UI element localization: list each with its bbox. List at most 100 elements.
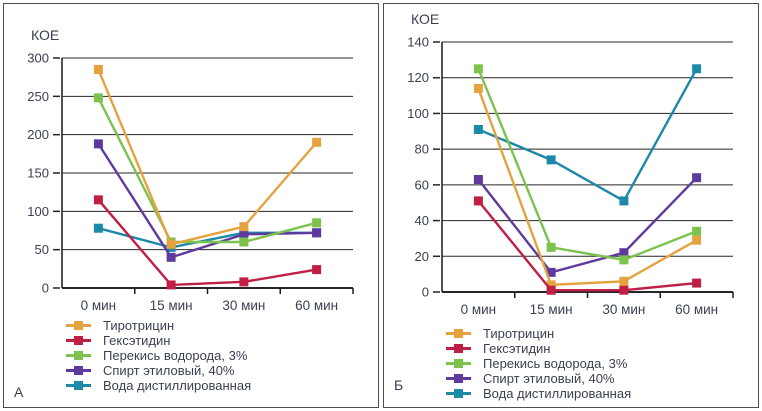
x-category-label: 0 мин (461, 302, 497, 317)
legend-line-marker-icon (446, 344, 471, 353)
data-point-marker (93, 65, 103, 74)
data-point-marker (473, 64, 483, 74)
data-point-marker (692, 173, 702, 183)
y-tick-label: 0 (42, 281, 49, 296)
legend-square-icon (454, 374, 463, 383)
data-point-marker (473, 175, 483, 184)
legend-item-ethanol: Спирт этиловый, 40% (66, 363, 378, 378)
legend-label: Перекись водорода, 3% (483, 356, 628, 371)
data-point-marker (239, 277, 249, 287)
y-tick-label: 150 (27, 166, 49, 181)
y-tick-label: 300 (27, 51, 49, 66)
legend-square-icon (74, 366, 83, 375)
y-tick-label: 0 (422, 285, 429, 300)
legend-line-marker-icon (446, 374, 471, 383)
line-chart-b: 0 20 40 60 80 100 120 140 0 мин 15 мин 30 мин 60 ми… (407, 35, 734, 317)
panel-letter-a: А (14, 384, 24, 400)
legend-item-tyrothricin: Тиротрицин (66, 318, 378, 333)
legend-label: Тиротрицин (483, 326, 555, 341)
legend-square-icon (74, 336, 83, 345)
legend-label: Спирт этиловый, 40% (483, 371, 615, 386)
legend-line-marker-icon (446, 389, 471, 398)
x-category-label: 15 мин (150, 298, 193, 313)
data-point-marker (93, 223, 103, 233)
legend-item-ethanol: Спирт этиловый, 40% (446, 371, 758, 386)
legend-label: Тиротрицин (103, 318, 175, 333)
panel-b: КОЕ 0 20 40 60 80 100 120 140 0 мин 15 мин 30 мин 6… (383, 3, 759, 408)
data-point-marker (546, 242, 556, 252)
legend-label: Перекись водорода, 3% (103, 348, 248, 363)
x-category-label: 60 мин (675, 302, 718, 317)
data-point-marker (93, 93, 103, 103)
data-point-marker (239, 237, 249, 247)
x-category-label: 0 мин (81, 298, 117, 313)
legend-square-icon (74, 351, 83, 360)
series-line-1 (477, 200, 697, 292)
y-tick-label: 40 (415, 213, 429, 228)
data-point-marker (546, 155, 556, 165)
legend-square-icon (74, 321, 83, 330)
y-tick-label: 100 (407, 106, 429, 121)
data-point-marker (166, 252, 176, 262)
data-point-marker (546, 267, 556, 277)
data-point-marker (619, 276, 629, 286)
data-point-marker (692, 226, 702, 236)
y-tick-label: 250 (27, 89, 49, 104)
legend-line-marker-icon (66, 351, 91, 360)
legend-item-distilled-water: Вода дистиллированная (66, 378, 378, 393)
legend-line-marker-icon (66, 366, 91, 375)
legend-item-distilled-water: Вода дистиллированная (446, 386, 758, 401)
legend-square-icon (74, 381, 83, 390)
series-line-0 (477, 88, 698, 287)
data-point-marker (692, 278, 702, 288)
data-point-marker (312, 218, 322, 228)
y-tick-label: 120 (407, 70, 429, 85)
data-point-marker (473, 125, 483, 134)
legend-line-marker-icon (66, 381, 91, 390)
data-point-marker (619, 248, 629, 258)
legend-a: Тиротрицин Гексэтидин Перекись водорода,… (66, 318, 378, 393)
x-category-label: 30 мин (602, 302, 645, 317)
legend-label: Гексэтидин (103, 333, 171, 348)
legend-item-hexetidine: Гексэтидин (446, 341, 758, 356)
x-category-label: 15 мин (530, 302, 573, 317)
data-point-marker (312, 137, 322, 147)
series-line-0 (97, 69, 318, 246)
legend-line-marker-icon (66, 321, 91, 330)
series-line-3 (477, 176, 698, 274)
series-line-2 (477, 68, 698, 262)
data-point-marker (93, 139, 103, 149)
data-point-marker (93, 195, 103, 205)
legend-item-peroxide: Перекись водорода, 3% (446, 356, 758, 371)
y-tick-label: 200 (27, 127, 49, 142)
y-axis-title-a: КОЕ (31, 27, 60, 43)
legend-label: Спирт этиловый, 40% (103, 363, 235, 378)
data-point-marker (166, 280, 176, 290)
data-point-marker (473, 83, 483, 93)
series-line-4 (477, 68, 698, 203)
legend-line-marker-icon (446, 359, 471, 368)
y-tick-label: 140 (407, 35, 429, 50)
data-point-marker (619, 255, 629, 265)
legend-item-tyrothricin: Тиротрицин (446, 326, 758, 341)
legend-square-icon (454, 329, 463, 338)
data-point-marker (692, 64, 702, 74)
series-line-1 (97, 199, 317, 287)
y-tick-label: 50 (35, 242, 49, 257)
x-category-label: 30 мин (222, 298, 265, 313)
data-point-marker (619, 196, 629, 206)
data-point-marker (239, 222, 249, 232)
legend-square-icon (454, 389, 463, 398)
y-tick-label: 80 (415, 142, 429, 157)
y-tick-label: 20 (415, 249, 429, 264)
data-point-marker (619, 285, 629, 295)
legend-line-marker-icon (66, 336, 91, 345)
data-point-marker (546, 285, 556, 295)
panel-letter-b: Б (394, 377, 404, 393)
panel-a: КОЕ 0 50 100 150 200 250 300 0 мин 15 мин 30 мин 6… (3, 3, 379, 408)
legend-b: Тиротрицин Гексэтидин Перекись водорода,… (446, 326, 758, 401)
legend-item-peroxide: Перекись водорода, 3% (66, 348, 378, 363)
line-chart-a: 0 50 100 150 200 250 300 0 мин 15 мин 30 мин 60 ми… (27, 51, 354, 313)
y-tick-label: 100 (27, 204, 49, 219)
